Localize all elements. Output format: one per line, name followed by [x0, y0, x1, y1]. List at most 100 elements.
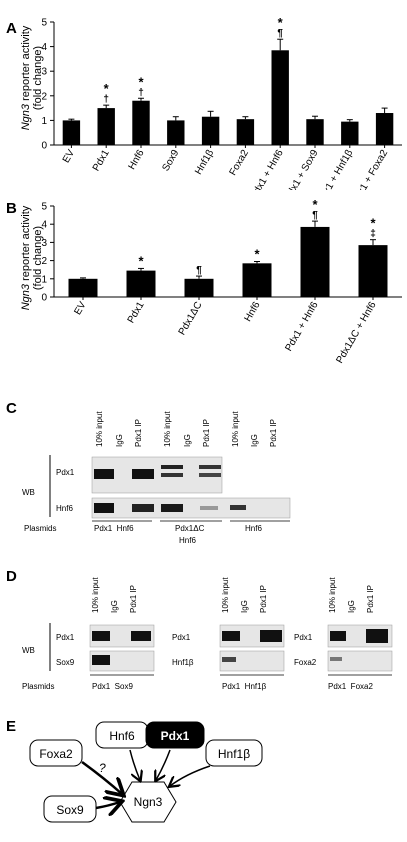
x-tick-label: Hnf6	[127, 148, 147, 172]
arrow-sox9-ngn3	[95, 802, 120, 808]
significance-marker: †	[138, 87, 144, 98]
panel-c-blot: 10% input IgG Pdx1 IP 10% input IgG Pdx1…	[22, 411, 291, 545]
d-blot1-strip1	[89, 624, 155, 648]
y-tick-label: 0	[41, 293, 47, 304]
c-lane-8: IgG	[250, 434, 259, 447]
d-blot1-row2: Sox9	[56, 658, 75, 667]
bar	[236, 119, 255, 145]
c-band	[132, 469, 154, 479]
significance-marker: ¶	[312, 210, 318, 221]
c-plasmids-label: Plasmids	[24, 524, 56, 533]
y-tick-label: 3	[41, 238, 47, 249]
d-blot3-row2: Foxa2	[294, 658, 317, 667]
panel-e-diagram: Hnf6 Pdx1 Foxa2 Hnf1β Sox9 Ngn3 ?	[29, 721, 263, 823]
c-band	[161, 504, 183, 512]
x-tick-label: Hnf1β	[193, 148, 216, 177]
c-lane-1: 10% input	[95, 411, 104, 447]
bar	[68, 278, 98, 297]
significance-marker: ¶	[277, 28, 283, 39]
d-blot1-row1: Pdx1	[56, 633, 75, 642]
significance-marker: *	[138, 74, 144, 89]
d-band	[330, 657, 342, 661]
c-lane-2: IgG	[115, 434, 124, 447]
c-lane-3: Pdx1 IP	[134, 419, 143, 447]
node-foxa2-label: Foxa2	[39, 747, 73, 761]
x-tick-label: Pdx1 + Foxa2	[350, 148, 391, 190]
bar	[126, 270, 156, 297]
d-blot3-row1: Pdx1	[294, 633, 313, 642]
y-tick-label: 3	[41, 67, 47, 78]
x-tick-label: Pdx1 + Hnf1β	[315, 148, 355, 190]
x-tick-label: Pdx1 + Hnf6	[283, 300, 320, 354]
bar	[62, 120, 81, 145]
d-band	[260, 630, 282, 642]
node-pdx1-label: Pdx1	[161, 729, 190, 743]
c-band	[199, 465, 221, 469]
significance-marker: †	[103, 94, 109, 105]
d-lane-9: Pdx1 IP	[366, 585, 375, 613]
x-tick-label: Pdx1	[91, 148, 112, 174]
d-group1: Pdx1 Sox9	[92, 682, 133, 691]
d-lane-7: 10% input	[328, 577, 337, 613]
x-tick-label: Pdx1ΔC	[177, 300, 205, 337]
y-tick-label: 0	[41, 141, 47, 152]
y-tick-label: 4	[41, 220, 47, 231]
bar	[242, 263, 272, 297]
c-band	[199, 473, 221, 477]
y-tick-label: 5	[41, 202, 47, 213]
c-band	[94, 469, 114, 479]
bar	[375, 113, 394, 145]
c-band	[132, 504, 154, 512]
d-lane-6: Pdx1 IP	[259, 585, 268, 613]
question-mark: ?	[99, 761, 106, 775]
x-tick-label: Pdx1ΔC + Hnf6	[334, 300, 378, 366]
d-lane-3: Pdx1 IP	[129, 585, 138, 613]
d-group3: Pdx1 Foxa2	[328, 682, 373, 691]
significance-marker: *	[138, 253, 144, 268]
d-band	[92, 655, 110, 665]
c-band	[161, 473, 183, 477]
node-pdx1	[145, 721, 205, 749]
y-tick-label: 1	[41, 116, 47, 127]
d-lane-5: IgG	[240, 600, 249, 613]
node-hnf1b	[205, 739, 263, 767]
c-row1-label: Pdx1	[56, 468, 75, 477]
c-lane-5: IgG	[183, 434, 192, 447]
node-hnf1b-label: Hnf1β	[218, 747, 250, 761]
significance-marker: *	[104, 81, 110, 96]
d-lane-4: 10% input	[221, 577, 230, 613]
c-lane-4: 10% input	[163, 411, 172, 447]
x-tick-label: Pdx1 + Sox9	[283, 148, 321, 190]
c-wb-label: WB	[22, 488, 35, 497]
d-band	[131, 631, 151, 641]
c-blot-row2	[91, 497, 291, 519]
d-band	[222, 657, 236, 662]
c-lane-7: 10% input	[231, 411, 240, 447]
bar	[184, 278, 214, 297]
bar	[341, 121, 359, 145]
arrow-foxa2-ngn3	[81, 760, 122, 794]
d-band	[330, 631, 346, 641]
panel-d-letter: D	[6, 568, 17, 585]
bar	[167, 120, 185, 145]
c-group1: Pdx1 Hnf6	[94, 524, 134, 533]
c-lane-9: Pdx1 IP	[269, 419, 278, 447]
y-tick-label: 2	[41, 256, 47, 267]
bar	[306, 119, 324, 145]
c-band	[161, 465, 183, 469]
y-tick-label: 1	[41, 274, 47, 285]
x-tick-label: Pdx1 + Hnf6	[249, 148, 286, 190]
node-sox9	[43, 795, 97, 823]
panel-c-letter: C	[6, 400, 17, 417]
c-group2-line2: Hnf6	[179, 536, 196, 545]
d-group2: Pdx1 Hnf1β	[222, 682, 267, 691]
node-foxa2	[29, 739, 83, 767]
node-hnf6-label: Hnf6	[109, 729, 135, 743]
bar	[271, 50, 289, 145]
significance-marker: *	[370, 216, 376, 231]
d-lane-2: IgG	[110, 600, 119, 613]
d-blot2-row1: Pdx1	[172, 633, 191, 642]
d-blot2-strip2	[219, 650, 285, 672]
